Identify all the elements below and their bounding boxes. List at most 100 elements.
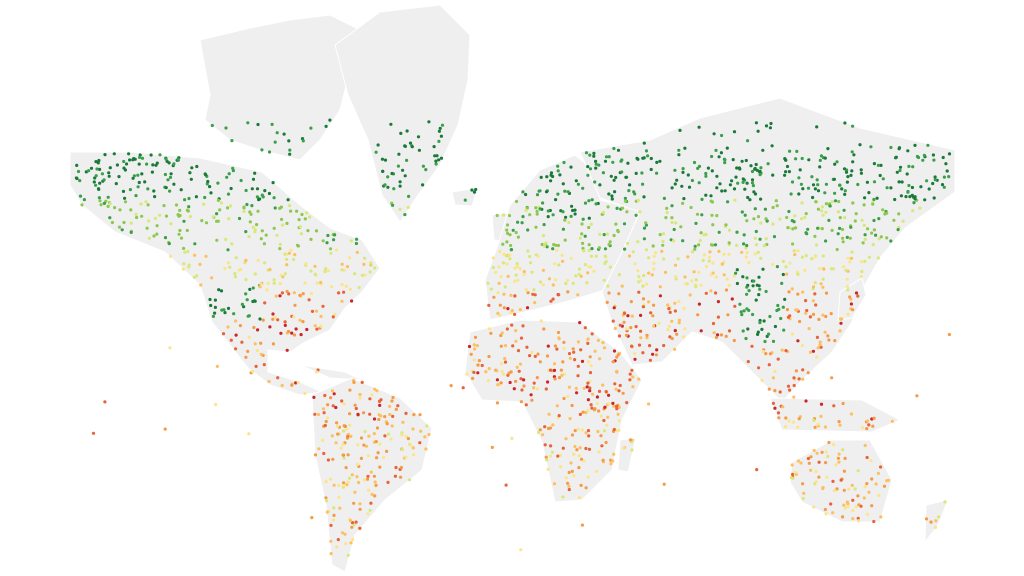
station-dot [745,292,749,296]
station-dot [295,243,300,247]
station-dot [140,214,144,218]
station-dot [804,311,808,315]
station-dot [596,429,600,434]
station-dot [837,460,841,464]
station-dot [602,429,607,433]
station-dot [226,192,231,196]
station-dot [921,158,925,162]
station-dot [542,223,546,227]
station-dot [708,250,712,254]
station-dot [814,243,819,247]
station-dot [895,170,899,174]
station-dot [577,454,581,458]
station-dot [515,265,520,269]
station-dot [145,162,149,166]
station-dot [567,470,571,475]
station-dot [761,267,765,271]
station-dot [636,269,640,273]
station-dot [80,203,84,207]
station-dot [122,220,126,225]
station-dot [229,204,233,208]
station-dot [783,173,787,177]
station-dot [810,257,814,261]
station-dot [660,249,664,253]
station-dot [863,485,867,489]
station-dot [89,166,94,170]
station-dot [394,407,398,411]
station-dot [823,425,828,429]
station-dot [434,159,438,163]
station-dot [163,236,168,240]
station-dot [630,314,634,318]
station-dot [329,523,333,528]
station-dot [140,172,144,176]
station-dot [758,287,762,291]
station-dot [748,198,752,202]
station-dot [602,346,607,350]
station-dot [737,166,742,170]
station-dot [610,194,614,198]
station-dot [332,506,336,510]
station-dot [260,229,264,233]
station-dot [821,285,825,289]
station-dot [145,226,149,230]
station-dot [739,310,743,314]
station-dot [480,363,484,368]
station-dot [732,130,737,134]
station-dot [339,446,343,450]
station-dot [765,242,769,247]
station-dot [513,266,517,270]
station-dot [305,327,309,332]
greenland [334,4,471,223]
station-dot [569,461,573,465]
station-dot [816,183,820,187]
station-dot [253,171,257,175]
station-dot [764,352,768,356]
station-dot [850,483,854,487]
station-dot [549,171,554,175]
station-dot [753,166,757,171]
station-dot [164,157,168,161]
station-dot [816,422,820,426]
station-dot [763,339,767,344]
station-dot [747,289,751,293]
station-dot [288,204,292,208]
station-dot [511,344,515,348]
station-dot [578,446,582,450]
station-dot [695,212,700,216]
station-dot [393,474,397,478]
station-dot [251,225,255,229]
station-dot [595,469,599,473]
station-dot [219,201,224,205]
station-dot [892,218,896,222]
station-dot [670,204,674,208]
station-dot [612,404,616,408]
station-dot [423,435,427,439]
station-dot [546,380,550,384]
station-dot [696,166,700,170]
station-dot [697,125,701,129]
station-dot [586,271,590,275]
station-dot [125,162,129,166]
station-dot [652,261,656,265]
station-dot [312,395,316,399]
station-dot [297,218,301,222]
station-dot [520,221,524,225]
station-dot [602,233,606,237]
station-dot [612,427,616,432]
station-dot [438,126,442,130]
station-dot [658,159,662,163]
station-dot [616,353,620,357]
station-dot [542,244,547,248]
station-dot [655,160,659,164]
station-dot [788,149,792,153]
station-dot [281,223,285,227]
station-dot [515,365,519,369]
station-dot [587,243,591,247]
station-dot [841,236,845,240]
station-dot [741,180,745,184]
station-dot [272,281,276,285]
station-dot [586,337,590,341]
station-dot [783,297,787,301]
station-dot [700,213,704,217]
